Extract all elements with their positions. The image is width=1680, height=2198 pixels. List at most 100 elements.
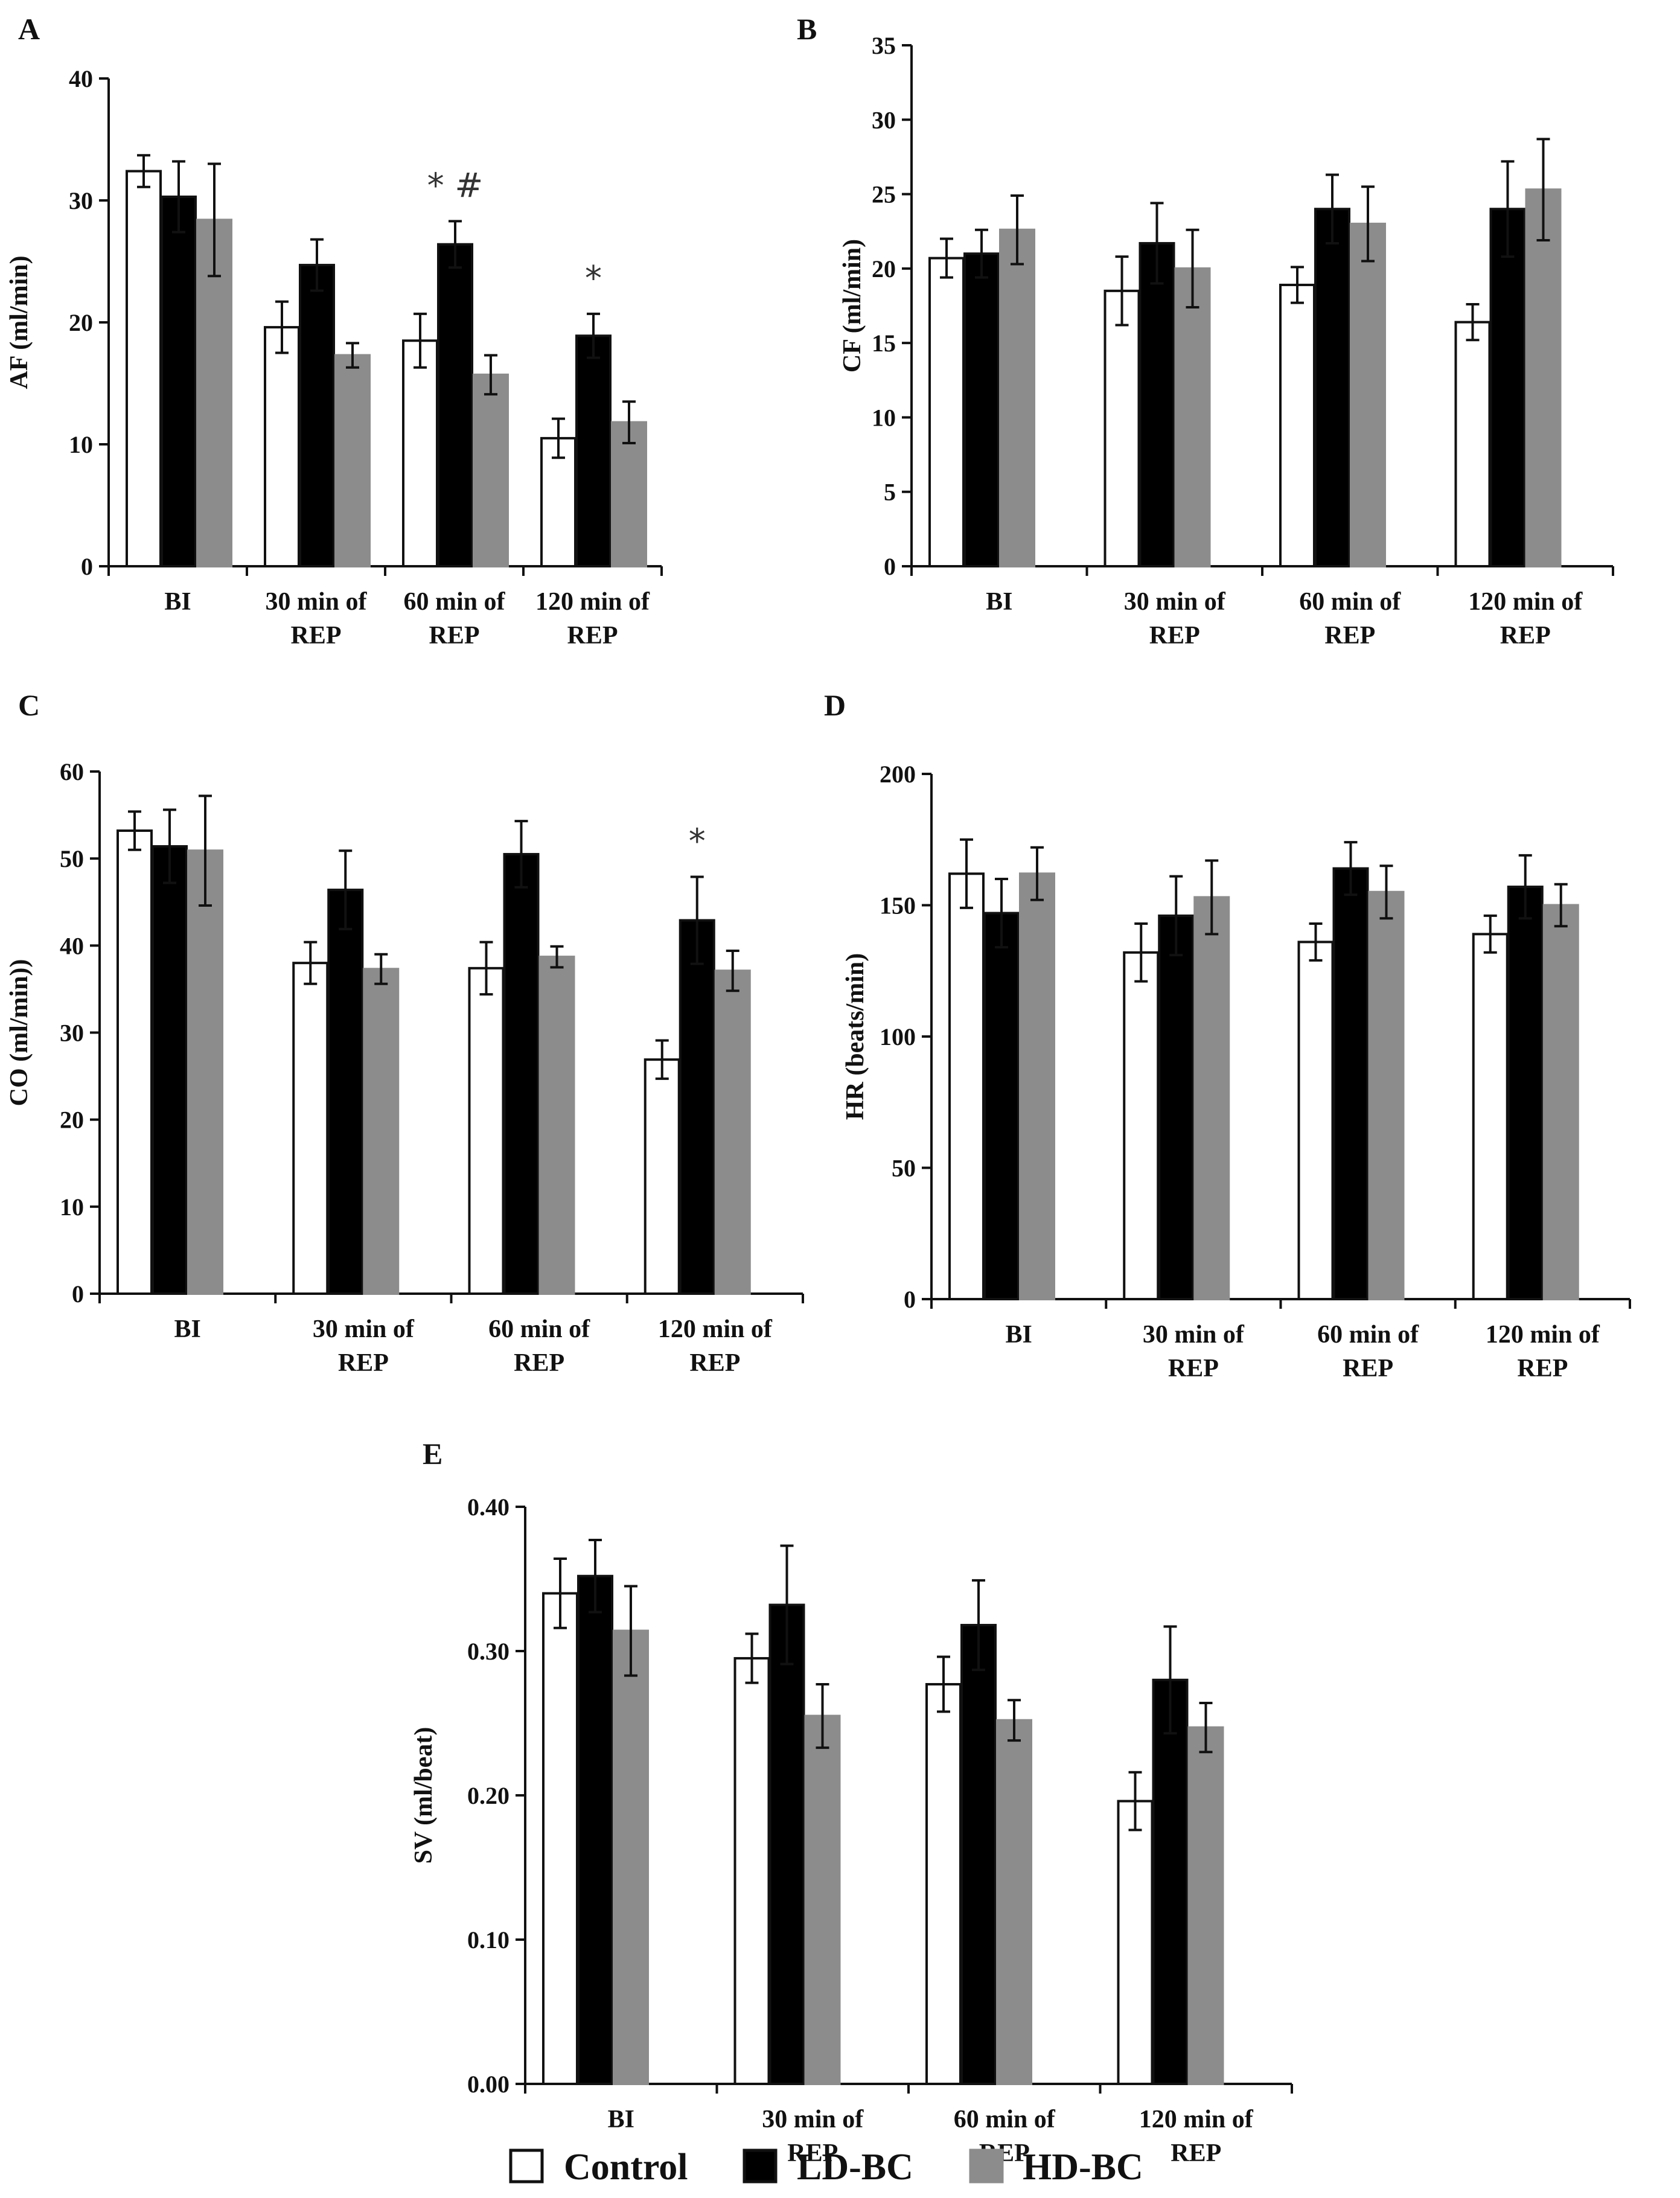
bar-d-hd-bc bbox=[1019, 872, 1055, 1301]
bar-e-ld-bc bbox=[1152, 1678, 1189, 2086]
category-label-a-30-min-of: 30 min of bbox=[266, 588, 368, 616]
bar-d-hd-bc bbox=[1542, 904, 1579, 1300]
y-tick-label-b: 20 bbox=[872, 255, 896, 283]
bar-a-control bbox=[126, 170, 162, 567]
y-tick-label-c: 50 bbox=[60, 845, 84, 872]
y-tick-label-c: 10 bbox=[60, 1193, 84, 1221]
panel-label-d: D bbox=[824, 688, 846, 722]
bar-c-control bbox=[117, 829, 153, 1295]
y-tick-label-d: 150 bbox=[880, 892, 916, 919]
y-tick-label-b: 30 bbox=[872, 106, 896, 133]
category-label-b-rep: REP bbox=[1500, 622, 1551, 650]
bar-b-hd-bc bbox=[1350, 222, 1386, 567]
category-label-d-bi: BI bbox=[1005, 1321, 1032, 1349]
legend-label-hd-bc: HD-BC bbox=[1023, 2147, 1143, 2188]
y-tick-label-d: 100 bbox=[880, 1023, 916, 1050]
y-tick-label-c: 20 bbox=[60, 1107, 84, 1134]
y-tick-label-a: 40 bbox=[69, 65, 93, 92]
y-tick-label-c: 0 bbox=[72, 1280, 84, 1308]
legend-label-ld-bc: LD-BC bbox=[797, 2147, 913, 2188]
bar-c-hd-bc bbox=[538, 956, 575, 1295]
bar-e-control bbox=[925, 1682, 962, 2085]
bar-d-ld-bc bbox=[983, 912, 1020, 1301]
y-axis-label-e: SV (ml/beat) bbox=[410, 1727, 438, 1864]
significance-annotation-a: * # bbox=[427, 166, 484, 205]
bar-b-ld-bc bbox=[1489, 208, 1526, 567]
category-label-a-rep: REP bbox=[429, 622, 480, 650]
category-label-a-bi: BI bbox=[164, 588, 191, 616]
chart-panel-e: E SV (ml/beat) 0.00 0.10 0.20 0.30 0.40 BI 30 mi… bbox=[410, 1437, 1293, 2167]
category-label-d-30-min-of: 30 min of bbox=[1143, 1321, 1245, 1349]
bar-e-control bbox=[1117, 1800, 1154, 2086]
category-label-e-120-min-of: 120 min of bbox=[1139, 2106, 1254, 2133]
y-tick-label-b: 25 bbox=[872, 181, 896, 208]
category-label-b-60-min-of: 60 min of bbox=[1299, 588, 1401, 616]
y-tick-label-d: 50 bbox=[892, 1155, 916, 1182]
bar-b-control bbox=[1103, 289, 1140, 567]
bar-a-hd-bc bbox=[196, 219, 232, 567]
bar-e-hd-bc bbox=[1187, 1726, 1224, 2085]
bar-e-ld-bc bbox=[768, 1603, 805, 2085]
bar-d-hd-bc bbox=[1368, 890, 1405, 1300]
panel-label-b: B bbox=[797, 12, 817, 46]
panels: A AF (ml/min) 0 10 20 30 40 BI 30 min of REP 60 mi… bbox=[5, 12, 1631, 2167]
bar-b-hd-bc bbox=[1525, 188, 1562, 568]
category-label-c-rep: REP bbox=[689, 1349, 740, 1377]
bar-b-hd-bc bbox=[1174, 267, 1211, 567]
bar-d-ld-bc bbox=[1158, 914, 1195, 1300]
y-tick-label-b: 15 bbox=[872, 330, 896, 357]
bar-b-ld-bc bbox=[1314, 208, 1350, 567]
bar-c-hd-bc bbox=[363, 968, 400, 1295]
bar-d-control bbox=[948, 872, 985, 1301]
bar-a-hd-bc bbox=[473, 373, 509, 567]
category-label-d-60-min-of: 60 min of bbox=[1317, 1321, 1419, 1349]
category-label-b-bi: BI bbox=[986, 588, 1012, 616]
panel-label-e: E bbox=[423, 1437, 442, 1471]
y-axis-label-b: CF (ml/min) bbox=[838, 239, 866, 372]
bar-d-ld-bc bbox=[1507, 886, 1544, 1301]
bar-d-control bbox=[1472, 933, 1509, 1300]
y-tick-label-a: 0 bbox=[81, 553, 93, 580]
category-label-a-rep: REP bbox=[567, 622, 618, 650]
category-label-c-120-min-of: 120 min of bbox=[658, 1315, 773, 1343]
category-label-a-rep: REP bbox=[291, 622, 342, 650]
bar-a-ld-bc bbox=[575, 334, 612, 567]
chart-panel-d: D HR (beats/min) 0 50 100 150 200 BI 30 min of RE… bbox=[824, 688, 1631, 1382]
bar-c-hd-bc bbox=[187, 849, 223, 1295]
category-label-e-rep: REP bbox=[1171, 2139, 1221, 2167]
y-tick-label-e: 0.40 bbox=[467, 1494, 509, 1521]
bar-c-control bbox=[644, 1058, 680, 1295]
category-label-e-bi: BI bbox=[608, 2106, 634, 2133]
bar-b-ld-bc bbox=[963, 252, 1000, 567]
category-label-d-rep: REP bbox=[1168, 1355, 1219, 1382]
y-tick-label-d: 200 bbox=[880, 761, 916, 788]
category-label-e-rep: REP bbox=[787, 2139, 838, 2167]
bar-d-ld-bc bbox=[1332, 867, 1369, 1300]
bar-a-ld-bc bbox=[299, 264, 335, 567]
bar-e-ld-bc bbox=[960, 1623, 997, 2085]
bar-d-control bbox=[1297, 941, 1334, 1300]
bar-c-control bbox=[292, 962, 329, 1295]
y-axis-label-d: HR (beats/min) bbox=[842, 953, 869, 1120]
bar-c-ld-bc bbox=[152, 845, 188, 1295]
y-tick-label-e: 0.30 bbox=[467, 1638, 509, 1665]
category-label-c-bi: BI bbox=[174, 1315, 200, 1343]
category-label-d-120-min-of: 120 min of bbox=[1486, 1321, 1600, 1349]
significance-annotation-a: * bbox=[585, 259, 602, 298]
y-tick-label-b: 10 bbox=[872, 404, 896, 431]
bar-b-control bbox=[1454, 321, 1491, 567]
bar-a-ld-bc bbox=[161, 195, 197, 567]
bar-c-ld-bc bbox=[327, 889, 364, 1295]
bar-c-control bbox=[468, 966, 505, 1295]
y-tick-label-c: 60 bbox=[60, 758, 84, 785]
y-tick-label-c: 40 bbox=[60, 932, 84, 959]
bar-e-control bbox=[542, 1592, 578, 2085]
panel-label-a: A bbox=[18, 12, 40, 46]
category-label-b-120-min-of: 120 min of bbox=[1468, 588, 1583, 616]
bar-b-hd-bc bbox=[999, 228, 1035, 567]
y-tick-label-c: 30 bbox=[60, 1020, 84, 1047]
bar-a-hd-bc bbox=[334, 354, 371, 567]
y-tick-label-a: 30 bbox=[69, 187, 93, 214]
category-label-a-60-min-of: 60 min of bbox=[404, 588, 506, 616]
